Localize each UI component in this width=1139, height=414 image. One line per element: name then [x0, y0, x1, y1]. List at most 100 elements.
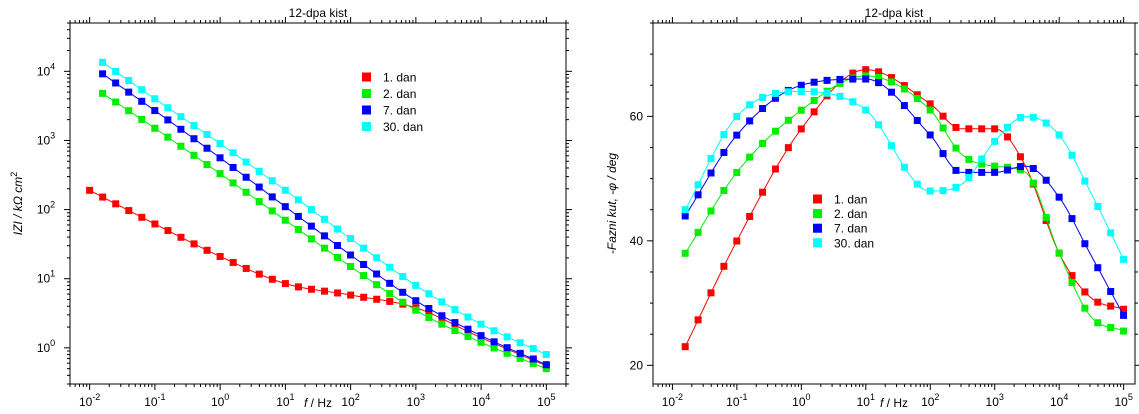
data-point: [1055, 193, 1063, 201]
data-point: [1094, 264, 1102, 272]
data-point: [681, 206, 689, 214]
data-point: [1107, 324, 1115, 331]
data-point: [707, 207, 715, 215]
data-point: [900, 85, 908, 93]
data-point: [294, 226, 302, 234]
data-point: [681, 212, 689, 220]
data-point: [229, 258, 237, 266]
y-tick-label: 102: [37, 200, 55, 217]
data-point: [1094, 298, 1102, 306]
legend-label: 2. dan: [834, 207, 867, 221]
data-point: [720, 187, 728, 195]
data-point: [542, 361, 550, 369]
chart-title: 12-dpa kist: [865, 6, 924, 20]
data-point: [1042, 176, 1050, 184]
data-point: [1004, 166, 1012, 174]
data-point: [203, 246, 211, 254]
data-point: [190, 135, 198, 143]
data-point: [347, 291, 355, 299]
legend-label: 7. dan: [834, 222, 867, 236]
series-2: [681, 72, 1128, 335]
data-point: [425, 313, 433, 321]
data-point: [321, 287, 329, 295]
data-point: [503, 349, 511, 357]
legend-symbol: [813, 238, 822, 248]
data-point: [399, 273, 407, 281]
data-point: [1120, 311, 1128, 319]
data-point: [887, 88, 895, 96]
legend-symbol: [362, 72, 371, 82]
data-point: [164, 227, 172, 235]
data-point: [177, 233, 185, 241]
data-point: [307, 235, 315, 243]
data-point: [229, 163, 237, 171]
data-point: [681, 249, 689, 257]
data-point: [1107, 288, 1115, 296]
data-point: [151, 124, 159, 132]
series-4: [681, 87, 1128, 263]
data-point: [138, 86, 146, 94]
data-point: [952, 144, 960, 152]
data-point: [939, 187, 947, 195]
legend-entry: 7. dan: [813, 222, 867, 236]
data-point: [875, 79, 883, 87]
data-point: [281, 280, 289, 288]
data-point: [386, 290, 394, 298]
data-point: [125, 107, 133, 115]
data-point: [991, 125, 999, 133]
data-point: [203, 144, 211, 152]
data-point: [334, 289, 342, 297]
x-tick-label: 105: [1114, 392, 1132, 409]
data-point: [464, 313, 472, 321]
data-point: [151, 95, 159, 103]
data-point: [333, 241, 341, 249]
legend-symbol: [813, 194, 822, 204]
data-point: [347, 235, 355, 243]
data-point: [138, 97, 146, 105]
y-tick-label: 20: [630, 358, 644, 372]
data-point: [862, 66, 870, 74]
x-tick-label: 102: [921, 392, 939, 409]
data-point: [913, 117, 921, 125]
legend-entry: 30. dan: [813, 236, 874, 250]
data-point: [477, 332, 485, 340]
data-point: [1081, 288, 1089, 296]
data-point: [965, 155, 973, 163]
data-point: [810, 108, 818, 116]
data-point: [978, 160, 986, 168]
data-point: [797, 81, 805, 89]
data-point: [720, 262, 728, 270]
series-3: [99, 70, 550, 369]
data-point: [797, 106, 805, 114]
legend-label: 30. dan: [834, 236, 874, 250]
data-point: [281, 203, 289, 211]
data-point: [373, 281, 381, 289]
data-point: [810, 78, 818, 86]
data-point: [451, 326, 459, 334]
data-point: [399, 288, 407, 296]
data-point: [759, 93, 767, 101]
data-point: [887, 74, 895, 82]
legend-entry: 2. dan: [813, 207, 867, 221]
data-point: [112, 67, 120, 75]
data-point: [294, 212, 302, 220]
data-point: [516, 354, 524, 362]
data-point: [913, 91, 921, 99]
x-tick-label: 101: [276, 392, 294, 409]
data-point: [203, 160, 211, 168]
data-point: [1016, 163, 1024, 171]
data-point: [125, 88, 133, 96]
data-point: [926, 187, 934, 195]
data-point: [1107, 302, 1115, 310]
data-point: [320, 232, 328, 240]
data-point: [516, 339, 524, 347]
data-point: [360, 260, 368, 268]
data-point: [849, 75, 857, 83]
data-point: [242, 158, 250, 166]
series-3: [681, 75, 1128, 319]
data-point: [164, 116, 172, 124]
data-point: [887, 142, 895, 150]
data-point: [965, 168, 973, 176]
data-point: [229, 179, 237, 187]
legend-entry: 1. dan: [813, 193, 867, 207]
